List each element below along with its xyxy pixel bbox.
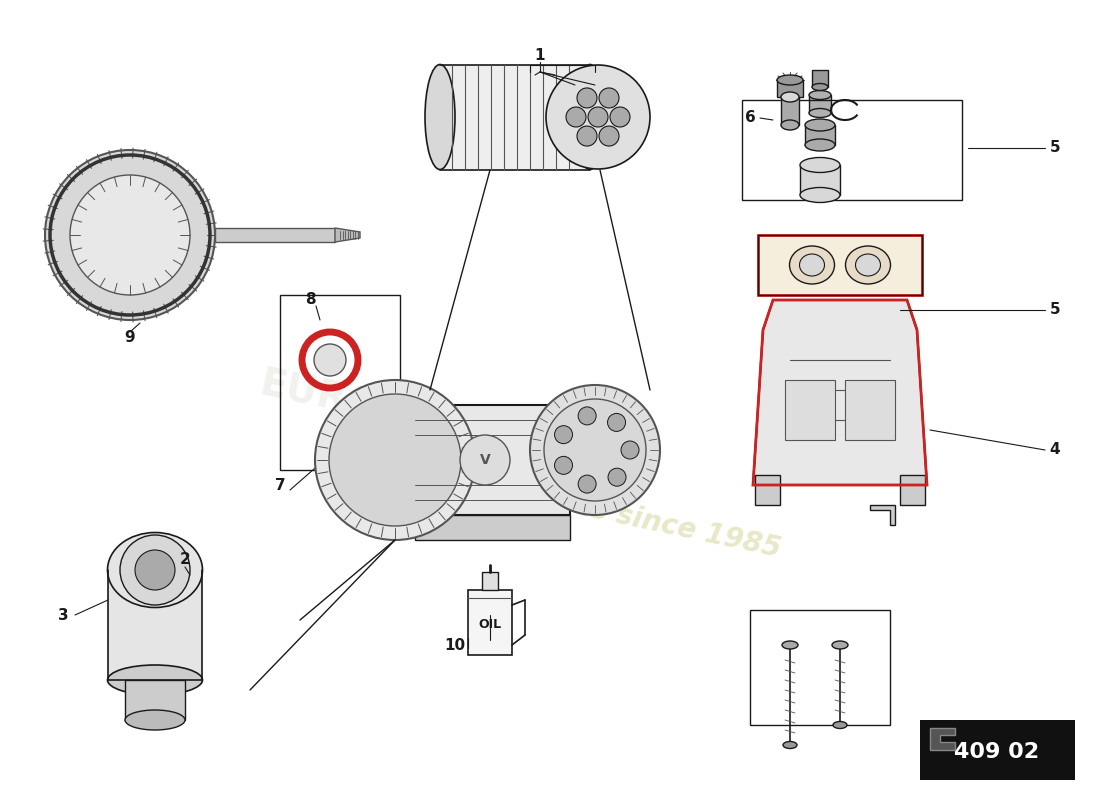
Bar [920, 720, 1075, 780]
Circle shape [544, 399, 646, 501]
Polygon shape [930, 728, 955, 750]
Circle shape [610, 107, 630, 127]
Bar [280, 295, 400, 470]
Bar [108, 570, 202, 680]
Bar [468, 590, 512, 655]
Ellipse shape [140, 534, 170, 546]
Bar [777, 80, 803, 97]
Polygon shape [754, 300, 927, 485]
Circle shape [600, 126, 619, 146]
Circle shape [315, 380, 475, 540]
Text: 3: 3 [57, 607, 68, 622]
Bar [440, 65, 590, 170]
Circle shape [45, 150, 214, 320]
Circle shape [120, 535, 190, 605]
Bar [125, 680, 185, 720]
Ellipse shape [783, 742, 798, 749]
Circle shape [554, 456, 572, 474]
Circle shape [554, 426, 572, 444]
Ellipse shape [846, 246, 891, 284]
Bar [214, 228, 336, 242]
Circle shape [579, 407, 596, 425]
Ellipse shape [575, 65, 605, 170]
Circle shape [314, 344, 346, 376]
Text: 4: 4 [1049, 442, 1060, 458]
Bar [781, 97, 799, 125]
Ellipse shape [800, 254, 825, 276]
Text: 6: 6 [745, 110, 756, 126]
Text: 5: 5 [1049, 302, 1060, 318]
Text: 5: 5 [1049, 141, 1060, 155]
Circle shape [600, 88, 619, 108]
Text: V: V [480, 453, 491, 467]
Bar [482, 572, 498, 590]
Ellipse shape [108, 533, 202, 607]
Ellipse shape [805, 139, 835, 151]
Ellipse shape [330, 395, 400, 445]
Bar [785, 380, 835, 440]
Circle shape [460, 435, 510, 485]
Ellipse shape [800, 158, 840, 173]
Bar [742, 100, 962, 200]
Circle shape [370, 443, 379, 453]
Ellipse shape [781, 120, 799, 130]
Ellipse shape [782, 641, 797, 649]
Circle shape [135, 550, 175, 590]
Ellipse shape [781, 92, 799, 102]
Ellipse shape [833, 722, 847, 729]
Bar [395, 405, 570, 515]
Ellipse shape [832, 641, 848, 649]
Ellipse shape [108, 665, 202, 695]
Text: 1: 1 [535, 47, 546, 62]
Ellipse shape [812, 83, 828, 90]
Polygon shape [758, 235, 922, 295]
Bar [415, 515, 570, 540]
Bar [800, 165, 840, 195]
Text: 7: 7 [275, 478, 285, 493]
Ellipse shape [856, 254, 880, 276]
Circle shape [546, 65, 650, 169]
Circle shape [530, 385, 660, 515]
Circle shape [329, 394, 461, 526]
Circle shape [578, 88, 597, 108]
Ellipse shape [342, 404, 387, 436]
Bar [812, 70, 828, 87]
Bar [900, 475, 925, 505]
Bar [755, 475, 780, 505]
Polygon shape [336, 228, 360, 242]
Bar [140, 540, 170, 570]
Circle shape [579, 475, 596, 493]
Circle shape [588, 107, 608, 127]
Ellipse shape [800, 187, 840, 202]
Circle shape [70, 175, 190, 295]
Circle shape [608, 468, 626, 486]
Text: 409 02: 409 02 [955, 742, 1040, 762]
Bar [845, 380, 895, 440]
Ellipse shape [425, 65, 455, 170]
Circle shape [566, 107, 586, 127]
Ellipse shape [777, 75, 803, 85]
Text: EUROCARPARTS: EUROCARPARTS [256, 366, 604, 474]
Circle shape [607, 414, 626, 431]
Ellipse shape [790, 246, 835, 284]
Ellipse shape [805, 119, 835, 131]
Text: 2: 2 [179, 553, 190, 567]
Bar [805, 125, 835, 145]
Text: a passion for parts since 1985: a passion for parts since 1985 [317, 438, 783, 562]
Polygon shape [870, 505, 895, 525]
Circle shape [578, 126, 597, 146]
Text: 9: 9 [124, 330, 135, 346]
Bar [808, 95, 830, 113]
Ellipse shape [125, 710, 185, 730]
Text: 8: 8 [305, 293, 316, 307]
Ellipse shape [808, 109, 830, 118]
Bar [750, 610, 890, 725]
Circle shape [621, 441, 639, 459]
Text: OIL: OIL [478, 618, 502, 631]
Text: 10: 10 [444, 638, 465, 653]
Ellipse shape [808, 90, 830, 99]
